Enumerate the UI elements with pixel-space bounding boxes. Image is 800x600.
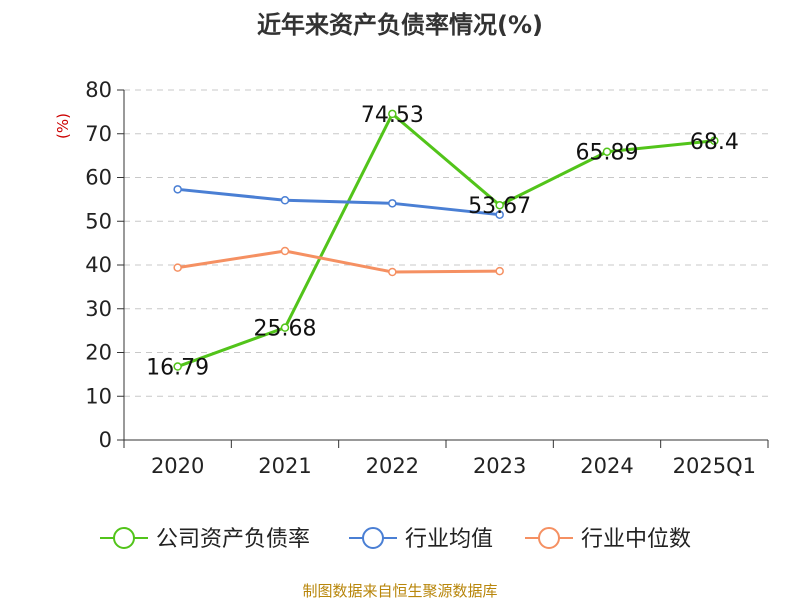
y-tick-label: 10 — [85, 384, 112, 408]
data-label: 68.4 — [690, 130, 739, 155]
series-line — [177, 112, 715, 368]
data-point — [173, 263, 182, 272]
legend-label: 公司资产负债率 — [156, 527, 310, 552]
data-point — [388, 199, 397, 208]
y-tick-label: 30 — [85, 297, 112, 321]
legend-item: 行业中位数 — [525, 527, 691, 552]
legend: 公司资产负债率 行业均值 行业中位数 — [100, 527, 691, 552]
y-tick-label: 70 — [85, 122, 112, 146]
data-label: 53.67 — [468, 194, 531, 219]
chart-title: 近年来资产负债率情况(%) — [257, 11, 543, 39]
legend-item: 公司资产负债率 — [100, 527, 310, 552]
data-point — [495, 210, 504, 219]
y-tick-label: 80 — [85, 78, 112, 102]
data-point — [280, 246, 290, 256]
x-tick-label: 2022 — [366, 454, 419, 478]
x-tick-label: 2021 — [258, 454, 311, 478]
data-point — [280, 323, 290, 332]
data-point — [173, 185, 182, 194]
series-0 — [173, 109, 719, 371]
data-point — [173, 362, 182, 371]
series-line — [177, 249, 500, 274]
y-tick-label: 60 — [85, 166, 112, 190]
x-tick-label: 2025Q1 — [673, 454, 756, 478]
x-tick-label: 2024 — [580, 454, 633, 478]
data-point — [710, 136, 719, 145]
data-point — [388, 267, 397, 277]
data-label: 16.79 — [146, 356, 209, 381]
data-point — [602, 147, 612, 156]
data-point — [495, 266, 504, 276]
grid-lines — [124, 89, 768, 397]
series-line — [177, 187, 500, 217]
y-tick-label: 40 — [85, 253, 112, 277]
legend-marker — [538, 527, 560, 549]
x-tick-label: 2023 — [473, 454, 526, 478]
y-axis-label: (%) — [54, 113, 72, 139]
y-tick-label: 20 — [85, 341, 112, 365]
data-label: 25.68 — [254, 317, 317, 342]
y-tick-label: 0 — [99, 428, 112, 452]
source-note: 制图数据来自恒生聚源数据库 — [302, 582, 497, 600]
legend-marker — [113, 527, 135, 549]
y-tick-label: 50 — [85, 209, 112, 233]
legend-label: 行业均值 — [405, 527, 493, 552]
series-1 — [173, 185, 504, 219]
series-2 — [173, 246, 504, 277]
data-label: 65.89 — [576, 141, 639, 166]
axes: 0 10 20 30 40 50 60 70 80 2020 2021 2022 2023 2024 202… — [85, 78, 769, 478]
data-label: 74.53 — [361, 103, 424, 128]
legend-marker — [362, 527, 384, 549]
data-point — [388, 109, 397, 119]
legend-item: 行业均值 — [349, 527, 493, 552]
legend-label: 行业中位数 — [581, 527, 691, 552]
series-layer — [173, 109, 719, 371]
x-tick-label: 2020 — [151, 454, 204, 478]
data-point — [280, 196, 290, 205]
data-point — [495, 200, 504, 210]
data-labels: 16.79 25.68 74.53 53.67 65.89 68.4 — [146, 103, 739, 381]
